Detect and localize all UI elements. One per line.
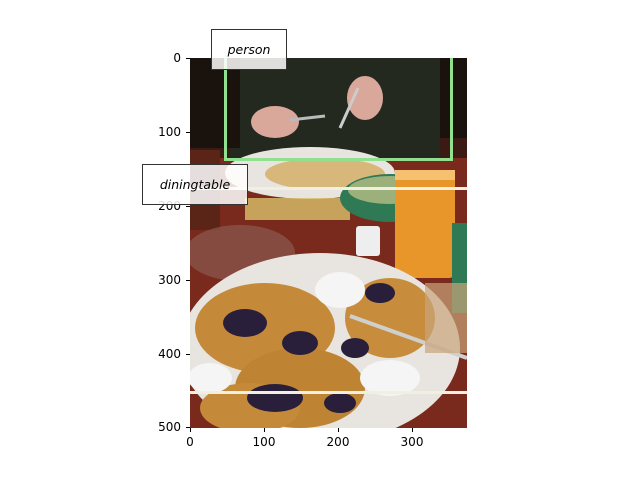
right-hand: [347, 76, 383, 120]
y-tick-label: 0: [173, 51, 181, 65]
diningtable-bbox: [190, 187, 467, 394]
y-tick-mark: [186, 132, 190, 133]
x-tick-mark: [190, 428, 191, 432]
left-hand: [251, 106, 299, 138]
x-tick-label: 300: [400, 435, 424, 449]
x-tick-label: 0: [186, 435, 194, 449]
x-tick-mark: [338, 428, 339, 432]
y-tick-mark: [186, 58, 190, 59]
person-label: person: [211, 29, 287, 70]
x-tick-mark: [264, 428, 265, 432]
juice-glass: [395, 170, 455, 278]
whipped-cream-3: [190, 363, 232, 393]
y-tick-mark: [186, 280, 190, 281]
y-tick-mark: [186, 206, 190, 207]
diningtable-label: diningtable: [142, 164, 248, 205]
y-tick-mark: [186, 427, 190, 428]
y-tick-mark: [186, 354, 190, 355]
person-label-text: person: [227, 42, 271, 57]
diningtable-label-text: diningtable: [159, 177, 231, 192]
y-tick-label: 100: [158, 125, 181, 139]
x-tick-label: 200: [326, 435, 350, 449]
y-tick-label: 500: [158, 420, 181, 434]
y-tick-label: 300: [158, 273, 181, 287]
whipped-cream-2: [360, 360, 420, 396]
x-tick-mark: [412, 428, 413, 432]
x-tick-label: 100: [252, 435, 276, 449]
person-bbox: [224, 58, 453, 161]
y-tick-label: 400: [158, 347, 181, 361]
creamer-cup: [356, 226, 380, 256]
whipped-cream-1: [315, 272, 365, 308]
